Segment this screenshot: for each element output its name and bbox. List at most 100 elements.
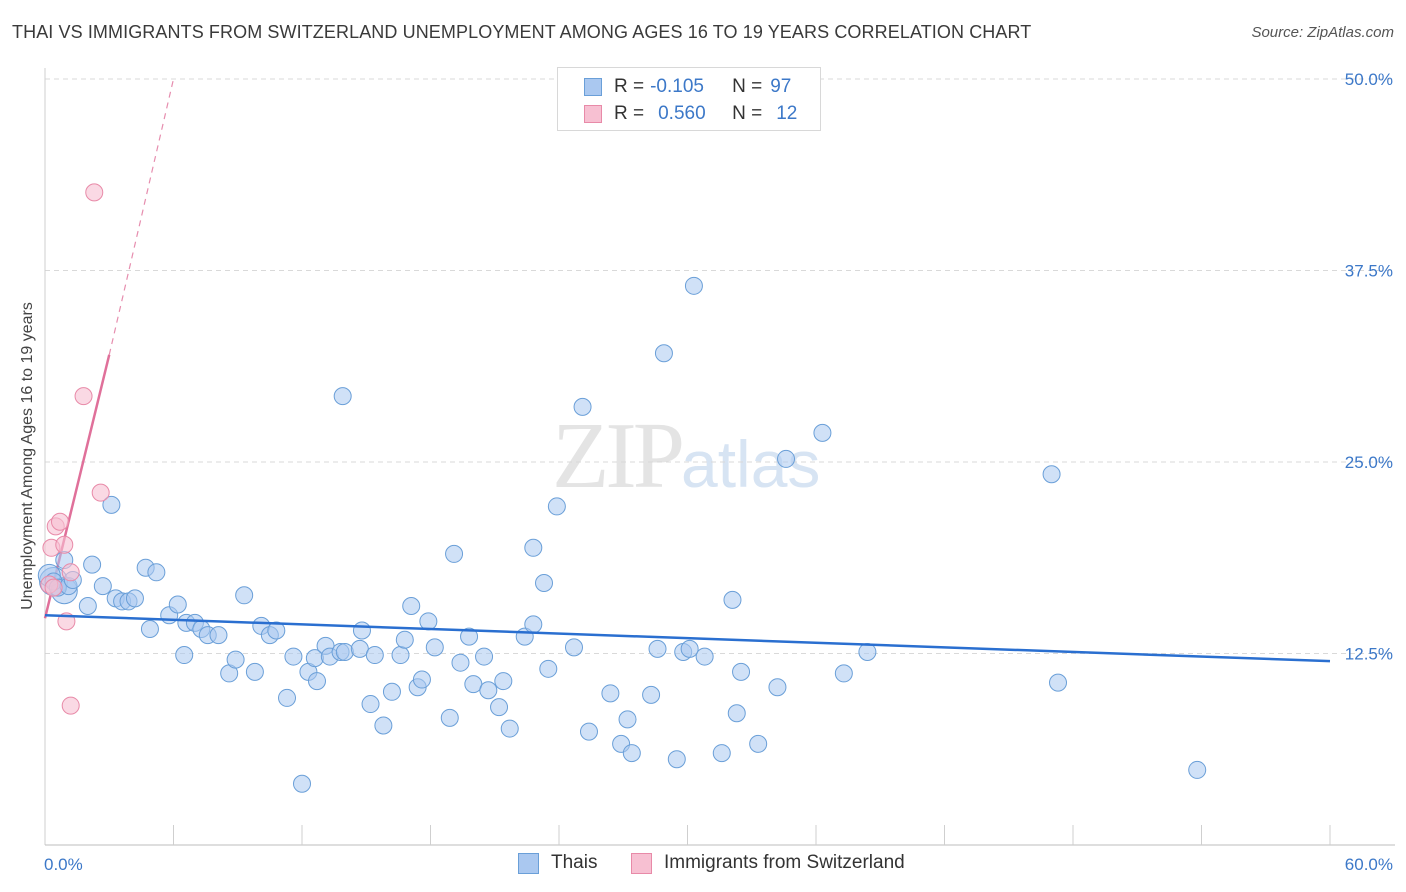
thai-point [573, 397, 592, 416]
thai-point [402, 597, 421, 616]
thai-point [475, 647, 494, 666]
thai-point [601, 684, 620, 703]
swiss-points [40, 183, 110, 715]
swiss-point [61, 563, 80, 582]
switzerland-legend-swatch [631, 852, 652, 874]
thai-point [723, 590, 742, 609]
swiss-trend-extension [108, 78, 175, 355]
thai-point [278, 688, 297, 707]
thai-point [425, 638, 444, 657]
swiss-point [50, 512, 69, 531]
thai-point [648, 639, 667, 658]
thais-legend-swatch [518, 852, 539, 874]
source-label: Source: ZipAtlas.com [1251, 24, 1394, 41]
thai-point [732, 662, 751, 681]
thai-point [749, 734, 768, 753]
thai-n-label: N = [732, 76, 763, 97]
thai-point [78, 597, 97, 616]
thai-point [564, 638, 583, 657]
tick-labels: 12.5% 25.0% 37.5% 50.0% 0.0% 60.0% [44, 70, 1393, 874]
thai-point [168, 595, 187, 614]
thai-points [37, 276, 1207, 793]
thai-point [147, 563, 166, 582]
thai-point [440, 708, 459, 727]
thai-trend-line [44, 613, 1331, 663]
thai-point [93, 577, 112, 596]
thai-point [226, 650, 245, 669]
thai-point [333, 387, 352, 406]
x-tick-label: 60.0% [1345, 855, 1393, 874]
thai-point [535, 574, 554, 593]
thai-point [642, 685, 661, 704]
thai-point [284, 647, 303, 666]
thai-point [267, 621, 286, 640]
thai-point [1042, 465, 1061, 484]
thai-point [245, 662, 264, 681]
swiss-point [74, 387, 93, 406]
thai-point [618, 710, 637, 729]
thai-point [727, 704, 746, 723]
swiss-point [44, 578, 63, 597]
swiss-n-label: N = [732, 103, 763, 124]
swiss-point [91, 483, 110, 502]
gridlines [45, 78, 1395, 654]
thai-point [579, 722, 598, 741]
swiss-point [61, 696, 80, 715]
thai-point [539, 659, 558, 678]
thai-point [500, 719, 519, 738]
thai-point [102, 495, 121, 514]
swiss-r-label: R = [614, 103, 645, 124]
thai-point [365, 646, 384, 665]
thai-point [695, 647, 714, 666]
thai-point [464, 675, 483, 694]
legend-item-thais[interactable]: Thais [518, 852, 597, 874]
watermark: ZIPatlas [552, 402, 820, 510]
thai-r-label: R = [614, 76, 645, 97]
thais-legend-label: Thais [551, 852, 598, 873]
legend-row-thai: R = -0.105 N = 97 [584, 75, 791, 99]
thai-point [667, 750, 686, 769]
switzerland-legend-label: Immigrants from Switzerland [664, 852, 905, 873]
thai-point [209, 626, 228, 645]
thai-point [460, 627, 479, 646]
thai-swatch [584, 78, 602, 96]
chart-title: THAI VS IMMIGRANTS FROM SWITZERLAND UNEM… [12, 22, 1032, 42]
series-legend: Thais Immigrants from Switzerland [0, 852, 1406, 876]
thai-r-value: -0.105 [650, 76, 704, 97]
thai-point [412, 670, 431, 689]
thai-point [352, 621, 371, 640]
thai-point [374, 716, 393, 735]
y-tick-label: 50.0% [1345, 70, 1393, 89]
thai-point [1188, 760, 1207, 779]
thai-point [307, 672, 326, 691]
thai-point [524, 538, 543, 557]
thai-point [140, 619, 159, 638]
swiss-point [55, 535, 74, 554]
thai-point [1049, 673, 1068, 692]
swiss-n-value: 12 [776, 103, 798, 124]
axes [44, 68, 1395, 846]
thai-point [768, 678, 787, 697]
thai-trend [44, 613, 1331, 663]
thai-point [524, 615, 543, 634]
thai-point [680, 639, 699, 658]
thai-point [547, 497, 566, 516]
thai-point [235, 586, 254, 605]
watermark-zip: ZIP [552, 404, 685, 508]
thai-n-value: 97 [770, 76, 792, 97]
thai-point [494, 672, 513, 691]
thai-point [175, 646, 194, 665]
thai-point [125, 589, 144, 608]
thai-point [382, 682, 401, 701]
thai-point [490, 698, 509, 717]
x-tick-label: 0.0% [44, 855, 83, 874]
swiss-r-value: 0.560 [658, 103, 706, 124]
thai-point [777, 449, 796, 468]
legend-item-switzerland[interactable]: Immigrants from Switzerland [631, 852, 905, 874]
thai-point [654, 344, 673, 363]
thai-point [350, 639, 369, 658]
thai-point [479, 681, 498, 700]
thai-point [622, 744, 641, 763]
thai-point [419, 612, 438, 631]
